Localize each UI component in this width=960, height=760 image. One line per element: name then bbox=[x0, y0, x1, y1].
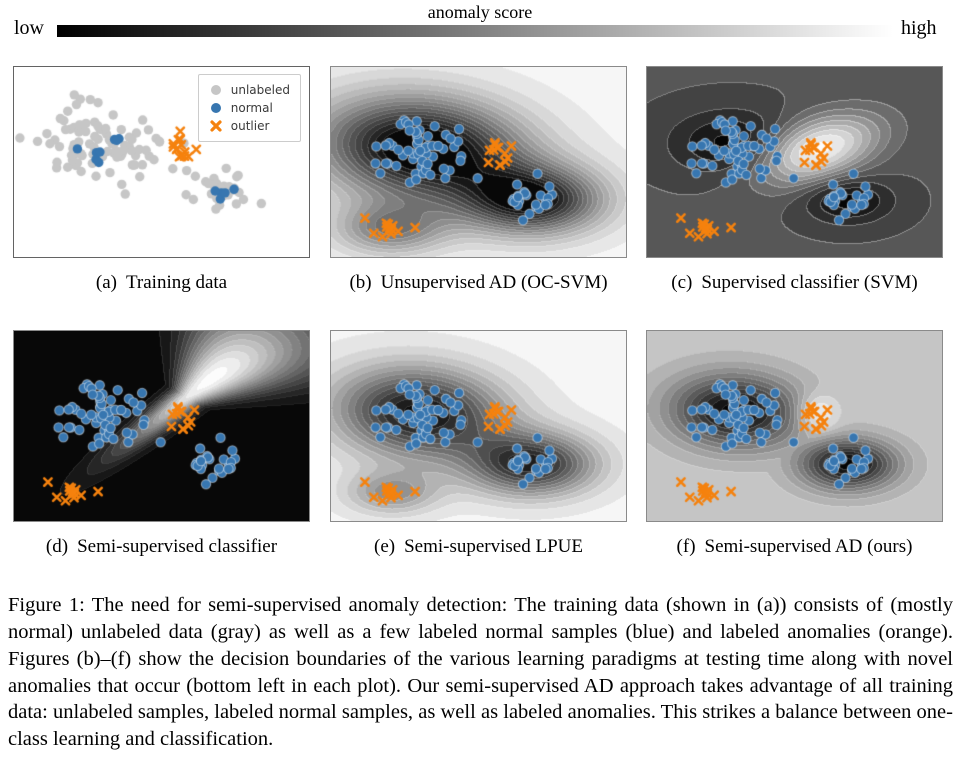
colorbar-low-label: low bbox=[14, 17, 44, 39]
panel-label-c: (c) bbox=[671, 272, 693, 293]
lpue-plot bbox=[330, 330, 627, 522]
colorbar-high-label: high bbox=[901, 17, 937, 39]
panel-svm: (c) Supervised classifier (SVM) bbox=[646, 66, 943, 294]
legend-label: outlier bbox=[230, 119, 270, 133]
panel-lpue: (e) Semi-supervised LPUE bbox=[330, 330, 627, 558]
legend-item-outlier: outlier bbox=[206, 117, 290, 135]
normal-dot-icon bbox=[206, 103, 226, 113]
panel-training-data: unlabeled normal outlier (a) Training data bbox=[13, 66, 310, 294]
ocsvm-plot bbox=[330, 66, 627, 258]
panel-ssad-ours: (f) Semi-supervised AD (ours) bbox=[646, 330, 943, 558]
ss-classifier-plot bbox=[13, 330, 310, 522]
unlabeled-dot-icon bbox=[206, 85, 226, 95]
panel-caption-e: (e) Semi-supervised LPUE bbox=[330, 536, 627, 558]
panel-caption-text-c: Supervised classifier (SVM) bbox=[701, 272, 918, 293]
colorbar-title: anomaly score bbox=[427, 2, 533, 22]
legend-item-unlabeled: unlabeled bbox=[206, 81, 290, 99]
svm-canvas bbox=[647, 67, 942, 257]
panel-ocsvm: (b) Unsupervised AD (OC-SVM) bbox=[330, 66, 627, 294]
legend-label: normal bbox=[230, 101, 273, 115]
panel-label-b: (b) bbox=[349, 272, 372, 293]
lpue-canvas bbox=[331, 331, 626, 521]
outlier-x-icon bbox=[206, 120, 226, 132]
panel-ss-classifier: (d) Semi-supervised classifier bbox=[13, 330, 310, 558]
legend-label: unlabeled bbox=[230, 83, 290, 97]
legend-item-normal: normal bbox=[206, 99, 290, 117]
legend: unlabeled normal outlier bbox=[197, 74, 301, 142]
figure-caption: Figure 1: The need for semi-supervised a… bbox=[8, 594, 953, 751]
panel-caption-f: (f) Semi-supervised AD (ours) bbox=[646, 536, 943, 558]
panel-label-a: (a) bbox=[95, 272, 117, 293]
ss-classifier-canvas bbox=[14, 331, 309, 521]
panel-caption-text-b: Unsupervised AD (OC-SVM) bbox=[380, 272, 608, 293]
panel-label-f: (f) bbox=[676, 536, 696, 557]
panel-caption-text-d: Semi-supervised classifier bbox=[77, 536, 278, 557]
panel-caption-a: (a) Training data bbox=[13, 272, 310, 294]
ssad-canvas bbox=[647, 331, 942, 521]
panel-label-e: (e) bbox=[374, 536, 396, 557]
training-data-plot: unlabeled normal outlier bbox=[13, 66, 310, 258]
panel-caption-c: (c) Supervised classifier (SVM) bbox=[646, 272, 943, 294]
ssad-plot bbox=[646, 330, 943, 522]
svm-plot bbox=[646, 66, 943, 258]
panel-caption-text-a: Training data bbox=[125, 272, 228, 293]
panel-label-d: (d) bbox=[45, 536, 69, 557]
panel-caption-text-f: Semi-supervised AD (ours) bbox=[704, 536, 913, 557]
panel-caption-text-e: Semi-supervised LPUE bbox=[404, 536, 583, 557]
panel-caption-d: (d) Semi-supervised classifier bbox=[13, 536, 310, 558]
panel-caption-b: (b) Unsupervised AD (OC-SVM) bbox=[330, 272, 627, 294]
anomaly-score-colorbar bbox=[57, 25, 893, 37]
ocsvm-canvas bbox=[331, 67, 626, 257]
